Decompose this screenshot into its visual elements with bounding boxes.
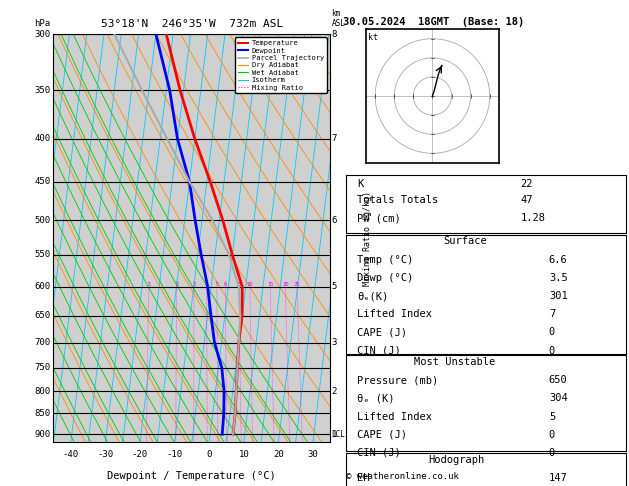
Text: 8: 8: [331, 30, 337, 38]
Text: K: K: [357, 179, 364, 189]
Text: 10: 10: [247, 281, 253, 287]
Text: CIN (J): CIN (J): [357, 448, 401, 458]
Text: 30: 30: [308, 450, 318, 459]
Text: 400: 400: [35, 134, 51, 143]
Text: 7: 7: [331, 134, 337, 143]
Text: 650: 650: [549, 375, 567, 385]
Text: 53°18'N  246°35'W  732m ASL: 53°18'N 246°35'W 732m ASL: [101, 19, 283, 29]
Text: 30.05.2024  18GMT  (Base: 18): 30.05.2024 18GMT (Base: 18): [343, 17, 524, 27]
Text: Dewpoint / Temperature (°C): Dewpoint / Temperature (°C): [108, 471, 276, 481]
Text: 22: 22: [520, 179, 533, 189]
Bar: [346, 355, 626, 451]
Text: © weatheronline.co.uk: © weatheronline.co.uk: [346, 472, 459, 481]
Text: Lifted Index: Lifted Index: [357, 309, 432, 319]
Text: 0: 0: [206, 450, 212, 459]
Text: 600: 600: [35, 282, 51, 291]
Text: Lifted Index: Lifted Index: [357, 412, 432, 422]
Text: 10: 10: [238, 450, 249, 459]
Text: -10: -10: [167, 450, 182, 459]
Text: 450: 450: [35, 177, 51, 186]
Text: 3.5: 3.5: [549, 273, 567, 283]
Text: 550: 550: [35, 250, 51, 260]
Text: 350: 350: [35, 86, 51, 95]
Text: CIN (J): CIN (J): [357, 346, 401, 356]
Text: -30: -30: [97, 450, 113, 459]
Text: 20: 20: [282, 281, 289, 287]
Text: 3: 3: [331, 338, 337, 347]
Text: Surface: Surface: [443, 237, 487, 246]
Text: Totals Totals: Totals Totals: [357, 195, 438, 205]
Text: 15: 15: [267, 281, 274, 287]
Text: 2: 2: [331, 387, 337, 396]
Text: 500: 500: [35, 216, 51, 225]
Text: 301: 301: [549, 291, 567, 301]
Text: CAPE (J): CAPE (J): [357, 430, 407, 440]
Text: 147: 147: [549, 473, 567, 483]
Text: 0: 0: [549, 328, 555, 337]
Text: Pressure (mb): Pressure (mb): [357, 375, 438, 385]
Text: 700: 700: [35, 338, 51, 347]
Text: 8: 8: [237, 281, 241, 287]
Text: Temp (°C): Temp (°C): [357, 255, 413, 265]
Text: 5: 5: [215, 281, 218, 287]
Text: 7: 7: [549, 309, 555, 319]
Text: -20: -20: [132, 450, 148, 459]
Bar: [346, 453, 626, 486]
Text: 6: 6: [224, 281, 227, 287]
Text: 6.6: 6.6: [549, 255, 567, 265]
Text: CAPE (J): CAPE (J): [357, 328, 407, 337]
Text: 4: 4: [205, 281, 208, 287]
Text: Hodograph: Hodograph: [429, 454, 485, 465]
Text: PW (cm): PW (cm): [357, 213, 401, 224]
Text: Mixing Ratio (g/kg): Mixing Ratio (g/kg): [364, 191, 372, 286]
Text: -40: -40: [63, 450, 79, 459]
Text: 5: 5: [549, 412, 555, 422]
Text: 1: 1: [331, 430, 337, 439]
Text: Most Unstable: Most Unstable: [415, 357, 496, 367]
Text: θₑ (K): θₑ (K): [357, 394, 394, 403]
Text: 850: 850: [35, 409, 51, 418]
Text: kt: kt: [369, 33, 378, 42]
Text: km
ASL: km ASL: [331, 9, 345, 28]
Text: EH: EH: [357, 473, 370, 483]
Text: 300: 300: [35, 30, 51, 38]
Text: Dewp (°C): Dewp (°C): [357, 273, 413, 283]
Text: LCL: LCL: [331, 430, 345, 439]
Text: 2: 2: [175, 281, 178, 287]
Text: 750: 750: [35, 364, 51, 372]
Legend: Temperature, Dewpoint, Parcel Trajectory, Dry Adiabat, Wet Adiabat, Isotherm, Mi: Temperature, Dewpoint, Parcel Trajectory…: [235, 37, 326, 93]
Text: 304: 304: [549, 394, 567, 403]
Text: θₑ(K): θₑ(K): [357, 291, 388, 301]
Bar: [346, 235, 626, 354]
Text: 0: 0: [549, 448, 555, 458]
Text: 650: 650: [35, 311, 51, 320]
Text: 0: 0: [549, 346, 555, 356]
Text: 25: 25: [294, 281, 301, 287]
Text: hPa: hPa: [35, 19, 51, 28]
Text: 47: 47: [520, 195, 533, 205]
Text: 0: 0: [549, 430, 555, 440]
Text: 1.28: 1.28: [520, 213, 545, 224]
Bar: [346, 175, 626, 233]
Text: 900: 900: [35, 430, 51, 439]
Text: 3: 3: [192, 281, 196, 287]
Text: 800: 800: [35, 387, 51, 396]
Text: 5: 5: [331, 282, 337, 291]
Text: 20: 20: [273, 450, 284, 459]
Text: 1: 1: [147, 281, 150, 287]
Text: 6: 6: [331, 216, 337, 225]
